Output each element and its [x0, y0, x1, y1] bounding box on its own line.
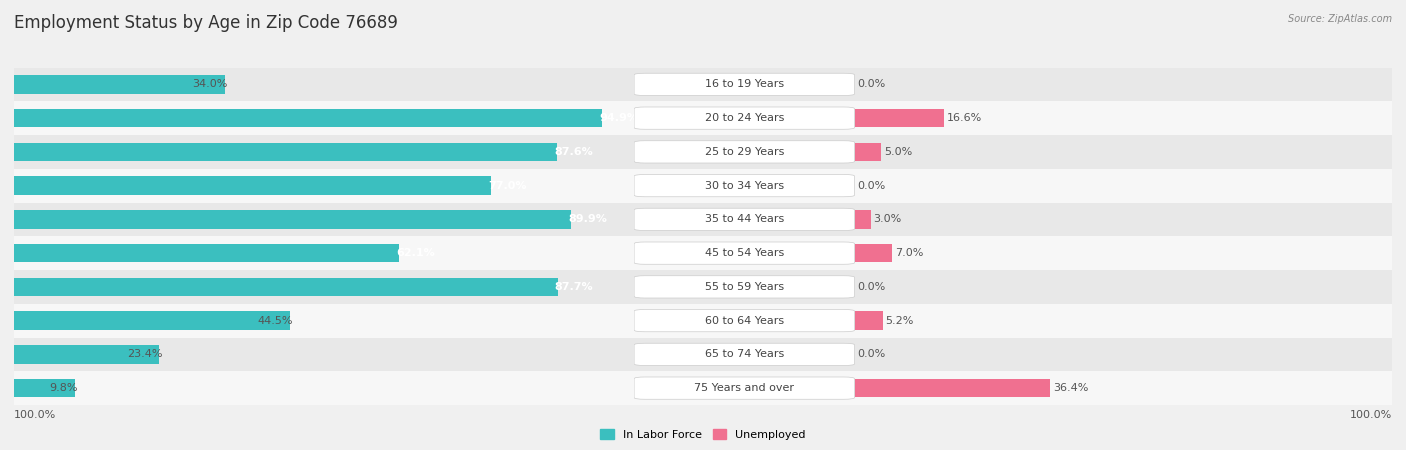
Text: 34.0%: 34.0% — [193, 79, 228, 90]
Bar — [634, 371, 855, 405]
Text: 45 to 54 Years: 45 to 54 Years — [704, 248, 785, 258]
Bar — [14, 270, 634, 304]
Text: 25 to 29 Years: 25 to 29 Years — [704, 147, 785, 157]
FancyBboxPatch shape — [634, 175, 855, 197]
Bar — [14, 210, 571, 229]
Text: Employment Status by Age in Zip Code 76689: Employment Status by Age in Zip Code 766… — [14, 14, 398, 32]
Bar — [634, 68, 855, 101]
Bar — [14, 371, 634, 405]
Text: 5.2%: 5.2% — [886, 315, 914, 326]
Legend: In Labor Force, Unemployed: In Labor Force, Unemployed — [596, 425, 810, 445]
Text: 0.0%: 0.0% — [858, 180, 886, 191]
Bar — [14, 169, 634, 202]
Bar — [855, 202, 1392, 236]
Text: 89.9%: 89.9% — [568, 214, 607, 225]
Bar — [14, 75, 225, 94]
Bar — [855, 109, 943, 127]
Text: 16 to 19 Years: 16 to 19 Years — [704, 79, 785, 90]
Bar — [634, 236, 855, 270]
Text: 16.6%: 16.6% — [946, 113, 981, 123]
Bar — [14, 101, 634, 135]
Bar — [855, 338, 1392, 371]
Bar — [14, 236, 634, 270]
Bar — [855, 169, 1392, 202]
Bar — [855, 379, 1050, 397]
Text: 23.4%: 23.4% — [127, 349, 162, 360]
Text: 9.8%: 9.8% — [49, 383, 77, 393]
Bar — [634, 270, 855, 304]
Bar — [14, 345, 159, 364]
Bar — [855, 210, 870, 229]
FancyBboxPatch shape — [634, 107, 855, 129]
Text: 100.0%: 100.0% — [1350, 410, 1392, 419]
Bar — [14, 143, 557, 161]
Text: 0.0%: 0.0% — [858, 349, 886, 360]
Text: 55 to 59 Years: 55 to 59 Years — [704, 282, 785, 292]
Text: 0.0%: 0.0% — [858, 79, 886, 90]
FancyBboxPatch shape — [634, 276, 855, 298]
Bar — [855, 304, 1392, 338]
Text: 20 to 24 Years: 20 to 24 Years — [704, 113, 785, 123]
Text: 5.0%: 5.0% — [884, 147, 912, 157]
Bar — [855, 236, 1392, 270]
Text: 7.0%: 7.0% — [894, 248, 924, 258]
Bar — [14, 278, 558, 296]
Text: 77.0%: 77.0% — [488, 180, 527, 191]
FancyBboxPatch shape — [634, 242, 855, 264]
Bar — [855, 143, 882, 161]
Text: 36.4%: 36.4% — [1053, 383, 1088, 393]
Bar — [855, 244, 893, 262]
Text: 60 to 64 Years: 60 to 64 Years — [704, 315, 785, 326]
Bar — [855, 135, 1392, 169]
Text: 35 to 44 Years: 35 to 44 Years — [704, 214, 785, 225]
FancyBboxPatch shape — [634, 310, 855, 332]
Bar — [855, 68, 1392, 101]
Bar — [14, 338, 634, 371]
Bar — [14, 244, 399, 262]
Text: 87.6%: 87.6% — [554, 147, 593, 157]
Bar — [634, 338, 855, 371]
FancyBboxPatch shape — [634, 377, 855, 399]
Bar — [634, 169, 855, 202]
Text: 0.0%: 0.0% — [858, 282, 886, 292]
FancyBboxPatch shape — [634, 141, 855, 163]
Bar — [14, 176, 492, 195]
Text: 94.9%: 94.9% — [599, 113, 638, 123]
Text: 100.0%: 100.0% — [14, 410, 56, 419]
Bar — [14, 304, 634, 338]
Bar — [855, 270, 1392, 304]
Text: 62.1%: 62.1% — [396, 248, 434, 258]
Bar — [14, 109, 603, 127]
Bar — [14, 68, 634, 101]
Text: Source: ZipAtlas.com: Source: ZipAtlas.com — [1288, 14, 1392, 23]
Text: 44.5%: 44.5% — [257, 315, 292, 326]
Text: 87.7%: 87.7% — [555, 282, 593, 292]
FancyBboxPatch shape — [634, 208, 855, 230]
Bar — [634, 135, 855, 169]
Bar — [855, 311, 883, 330]
Bar — [634, 202, 855, 236]
Bar — [14, 311, 290, 330]
FancyBboxPatch shape — [634, 73, 855, 95]
Bar — [14, 202, 634, 236]
Text: 30 to 34 Years: 30 to 34 Years — [704, 180, 785, 191]
Bar — [634, 101, 855, 135]
Bar — [14, 379, 75, 397]
Text: 65 to 74 Years: 65 to 74 Years — [704, 349, 785, 360]
Text: 75 Years and over: 75 Years and over — [695, 383, 794, 393]
Bar — [634, 304, 855, 338]
Text: 3.0%: 3.0% — [873, 214, 901, 225]
Bar — [855, 101, 1392, 135]
FancyBboxPatch shape — [634, 343, 855, 365]
Bar — [14, 135, 634, 169]
Bar — [855, 371, 1392, 405]
